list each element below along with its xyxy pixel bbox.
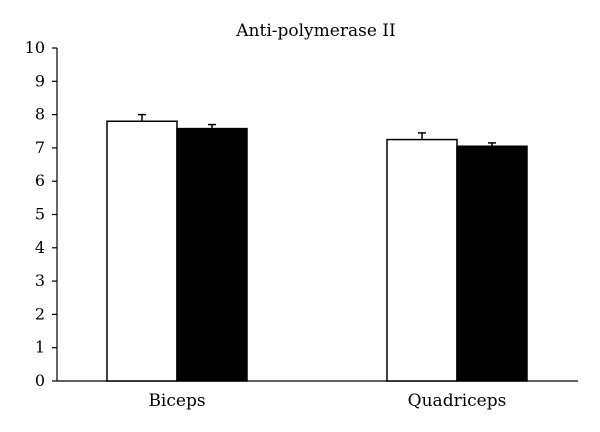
- y-tick-label: 4: [35, 238, 45, 257]
- y-tick-label: 5: [35, 205, 45, 224]
- category-label: Biceps: [148, 391, 205, 411]
- chart-title: Anti-polymerase II: [235, 21, 395, 41]
- y-tick-label: 9: [35, 71, 45, 90]
- y-tick-label: 2: [35, 304, 45, 323]
- bar: [176, 127, 248, 382]
- y-tick-label: 6: [35, 171, 45, 190]
- y-tick-label: 10: [25, 38, 45, 57]
- bar: [386, 138, 458, 382]
- bar: [456, 145, 528, 382]
- y-tick-label: 3: [35, 271, 45, 290]
- bar: [106, 120, 178, 382]
- y-tick-label: 7: [35, 138, 45, 157]
- y-tick-label: 1: [35, 338, 45, 357]
- y-tick-label: 0: [35, 371, 45, 390]
- category-label: Quadriceps: [408, 391, 507, 411]
- y-tick-label: 8: [35, 105, 45, 124]
